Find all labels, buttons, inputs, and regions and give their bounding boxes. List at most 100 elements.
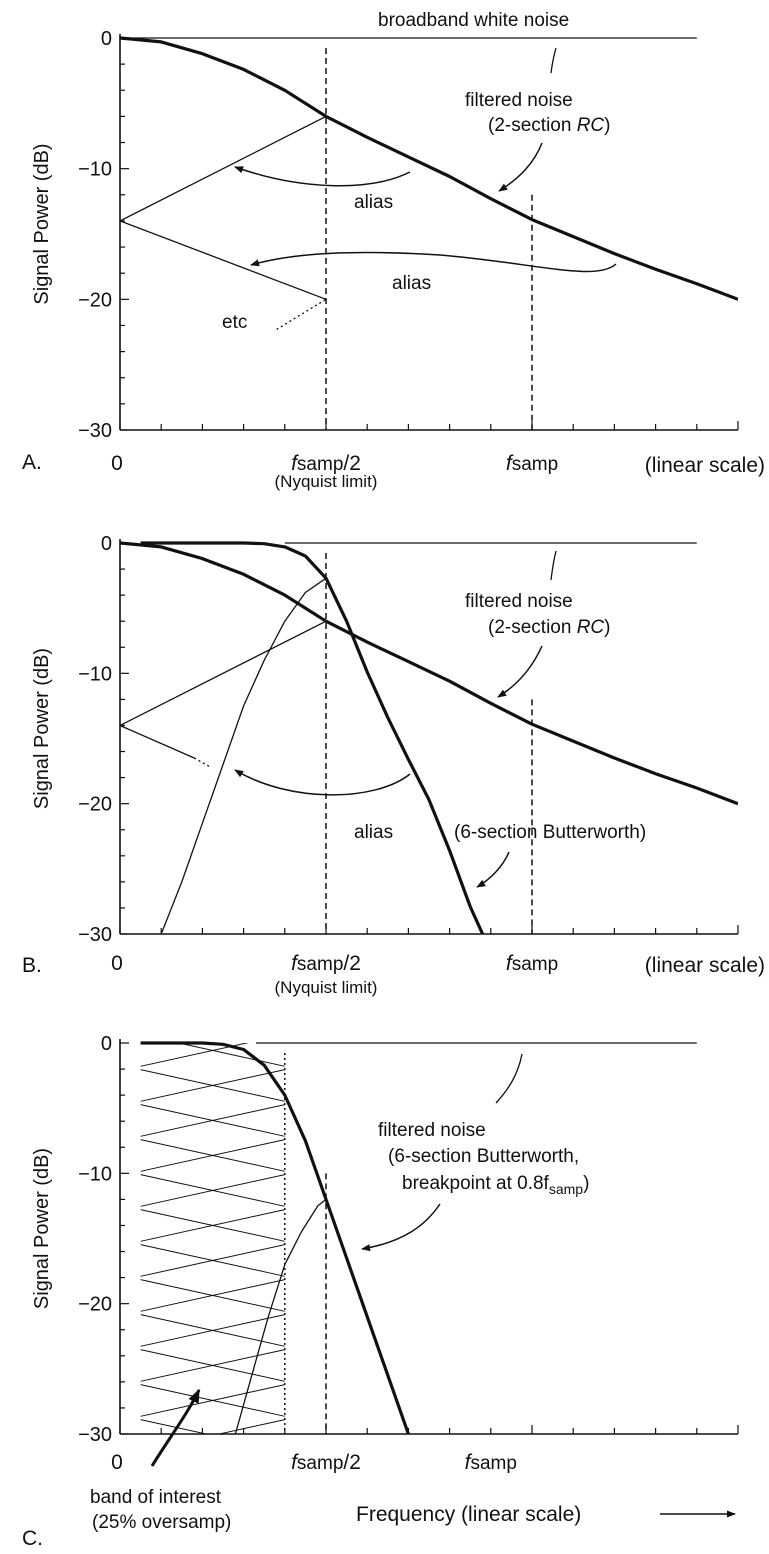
broadband-leader-c — [495, 1053, 523, 1104]
butterworth-label-c: (6-section Butterworth, — [388, 1146, 579, 1167]
alias-label-a1: alias — [354, 192, 393, 213]
hatch-line — [141, 825, 285, 857]
hatch-line — [140, 1209, 285, 1242]
hatch-line — [140, 1244, 285, 1277]
filtered-arrow-b — [497, 645, 543, 698]
panel-label: B. — [22, 954, 42, 977]
y-tick-label: −20 — [78, 794, 112, 816]
series-line-thick — [119, 541, 738, 806]
x-tick-label: 0 — [111, 1451, 123, 1474]
alias-arrow-a2 — [250, 251, 617, 273]
hatch-line — [141, 895, 285, 927]
series-line-thin — [234, 1198, 327, 1434]
alias-label-a2: alias — [392, 273, 431, 294]
filtered-noise-label-c: filtered noise — [378, 1120, 486, 1141]
hatch-line — [140, 1349, 285, 1382]
broadband-leader — [550, 47, 557, 74]
x-tick-label: fsamp/2 — [291, 952, 361, 975]
hatch-line — [141, 1455, 285, 1487]
alias-arrow-a1 — [234, 166, 411, 187]
series-line-thin — [119, 620, 327, 727]
rc-label-b: (2-section RC) — [488, 617, 610, 638]
y-tick-label: 0 — [101, 1033, 112, 1055]
plot-area — [119, 36, 738, 430]
etc-label: etc — [222, 312, 247, 333]
panel-b: 0 −10 −20 −30 0 fsamp/2 fsamp (Nyquist limit) (l… — [22, 533, 765, 997]
y-tick-label: −20 — [78, 289, 112, 311]
y-tick-label: −10 — [78, 1163, 112, 1185]
band-arrow-c — [150, 1388, 201, 1467]
y-tick-label: −30 — [78, 420, 112, 442]
panel-a: 0 −10 −20 −30 0 fsamp/2 fsamp (Nyquist limit) (l… — [22, 28, 765, 491]
panel-label: A. — [22, 451, 42, 474]
band-of-interest-hatch — [140, 755, 285, 1487]
hatch-line — [140, 1069, 285, 1102]
series-line-thick — [140, 541, 485, 934]
y-tick-label: −30 — [78, 1424, 112, 1446]
series-line-thin — [119, 115, 327, 222]
x-tick-label: 0 — [111, 952, 123, 975]
y-axis-title: Signal Power (dB) — [31, 143, 53, 304]
hatch-line — [140, 1279, 285, 1312]
hatch-line — [140, 1139, 285, 1172]
nyquist-note: (Nyquist limit) — [275, 978, 378, 997]
x-tick-label: fsamp — [465, 1451, 517, 1474]
x-scale-label: (linear scale) — [645, 954, 765, 977]
y-tick-label: −30 — [78, 924, 112, 946]
alias-label-b: alias — [354, 822, 393, 843]
series-line-thin — [160, 577, 327, 934]
panel-a-annotations: broadband white noise filtered noise (2-… — [222, 10, 617, 333]
hatch-line — [140, 1174, 285, 1207]
series-line-thin — [119, 724, 195, 759]
y-tick-label: −10 — [78, 159, 112, 181]
butterworth-label-b: (6-section Butterworth) — [454, 822, 646, 843]
series-line-dotted — [276, 298, 327, 330]
hatch-line — [141, 965, 285, 997]
filtered-noise-label-b: filtered noise — [465, 591, 573, 612]
broadband-leader-b — [550, 550, 557, 581]
filtered-noise-label-a: filtered noise — [465, 90, 573, 111]
series-line-thick — [140, 1041, 410, 1434]
series-line-thin — [119, 220, 327, 300]
filtered-arrow-a — [498, 142, 543, 192]
hatch-line — [217, 1419, 285, 1434]
y-axis-title: Signal Power (dB) — [31, 1148, 53, 1309]
x-axis-title-c: Frequency (linear scale) — [356, 1503, 581, 1526]
hatch-line — [141, 825, 285, 857]
hatch-line — [141, 965, 285, 997]
hatch-line — [141, 860, 285, 892]
broadband-label: broadband white noise — [378, 10, 569, 31]
x-tick-label: fsamp/2 — [291, 452, 361, 475]
hatch-line — [140, 1314, 285, 1347]
nyquist-note: (Nyquist limit) — [275, 472, 378, 491]
oversamp-label: (25% oversamp) — [92, 1512, 231, 1533]
hatch-line — [141, 755, 285, 787]
hatch-line — [141, 755, 285, 787]
panel-b-annotations: filtered noise (2-section RC) alias (6-s… — [234, 550, 646, 888]
plot-area — [140, 755, 697, 1487]
panel-c-annotations: filtered noise (6-section Butterworth, b… — [90, 1053, 736, 1533]
series-line-thick — [119, 36, 738, 301]
x-tick-label: fsamp — [506, 952, 558, 975]
hatch-line — [140, 1104, 285, 1137]
panel-label: C. — [22, 1527, 43, 1550]
x-scale-label: (linear scale) — [645, 454, 765, 477]
hatch-line — [141, 1000, 285, 1032]
y-tick-label: −20 — [78, 1294, 112, 1316]
y-axis-title: Signal Power (dB) — [31, 648, 53, 809]
breakpoint-label-c: breakpoint at 0.8fsamp) — [402, 1173, 589, 1197]
band-of-interest-label: band of interest — [90, 1487, 222, 1508]
alias-arrow-b — [234, 769, 411, 796]
series-line-dotted — [193, 757, 211, 768]
y-tick-label: 0 — [101, 28, 112, 50]
y-tick-label: −10 — [78, 663, 112, 685]
plot-area — [119, 541, 738, 934]
hatch-line — [141, 1000, 285, 1032]
x-tick-label: fsamp/2 — [291, 1451, 361, 1474]
hatch-line — [141, 895, 285, 927]
hatch-line — [140, 1384, 285, 1417]
hatch-line — [140, 1419, 209, 1434]
filtered-arrow-c — [361, 1203, 441, 1252]
x-tick-label: 0 — [111, 452, 123, 475]
